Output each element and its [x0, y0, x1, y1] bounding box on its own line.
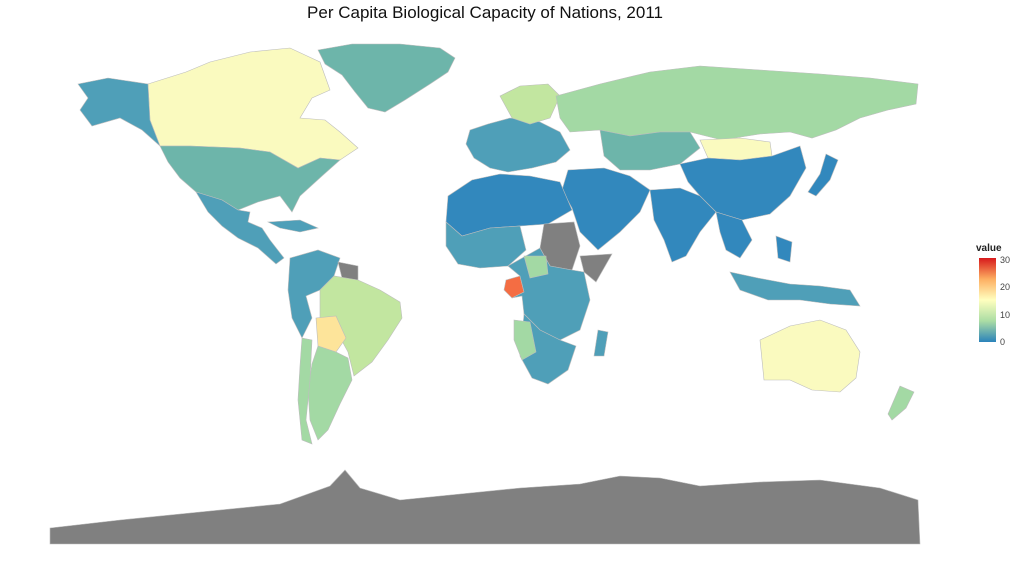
- region-mongolia[interactable]: [699, 137, 773, 161]
- color-legend: value 30 20 10 0: [976, 243, 1024, 353]
- region-antarctica[interactable]: [49, 469, 921, 545]
- legend-tick-10: 10: [1000, 310, 1011, 320]
- region-chile[interactable]: [297, 337, 313, 445]
- legend-tick-30: 30: [1000, 255, 1011, 265]
- region-philippines[interactable]: [775, 235, 793, 263]
- legend-tick-20: 20: [1000, 282, 1011, 292]
- region-europe[interactable]: [465, 117, 571, 173]
- region-madagascar[interactable]: [593, 329, 609, 357]
- region-russia[interactable]: [555, 65, 919, 141]
- region-australia[interactable]: [759, 319, 861, 393]
- region-namibia-angola[interactable]: [513, 319, 537, 361]
- region-southern-africa[interactable]: [519, 313, 577, 385]
- region-usa[interactable]: [159, 145, 341, 213]
- region-caribbean[interactable]: [266, 219, 319, 233]
- legend-tick-0: 0: [1000, 337, 1006, 347]
- region-greenland[interactable]: [317, 43, 456, 113]
- region-west-africa[interactable]: [445, 221, 527, 269]
- region-new-zealand[interactable]: [887, 385, 915, 421]
- legend-title: value: [976, 243, 1002, 254]
- region-argentina[interactable]: [307, 345, 353, 441]
- legend-gradient-bar: [979, 258, 996, 342]
- region-japan[interactable]: [807, 153, 839, 197]
- region-bolivia[interactable]: [315, 315, 347, 353]
- map-title: Per Capita Biological Capacity of Nation…: [307, 3, 663, 22]
- region-indonesia[interactable]: [729, 271, 861, 307]
- region-central-asia[interactable]: [599, 129, 701, 171]
- region-southeast-asia[interactable]: [715, 211, 753, 259]
- region-northwest-south-america[interactable]: [287, 249, 341, 339]
- region-scandinavia[interactable]: [499, 83, 561, 125]
- region-india[interactable]: [649, 187, 717, 263]
- region-congo[interactable]: [523, 255, 549, 279]
- region-alaska[interactable]: [77, 77, 161, 147]
- region-somalia[interactable]: [579, 253, 613, 283]
- region-mexico-central-america[interactable]: [195, 191, 285, 265]
